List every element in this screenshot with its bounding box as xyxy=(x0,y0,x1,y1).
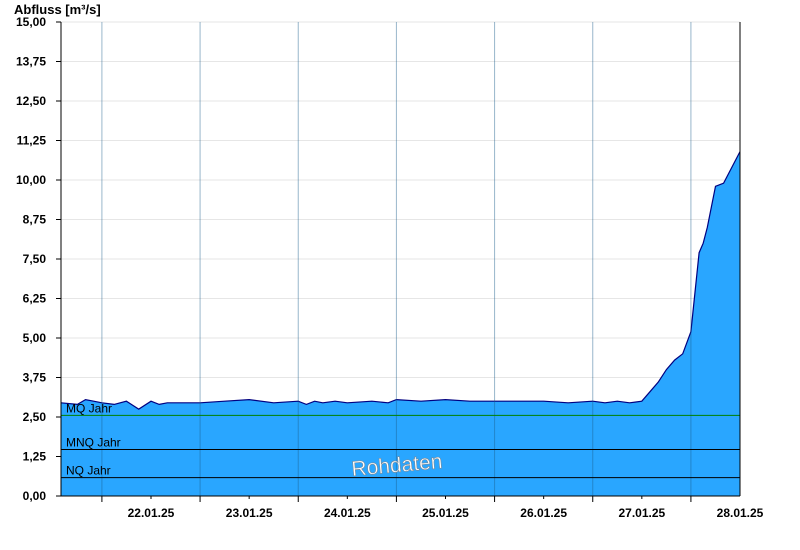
x-tick-label: 24.01.25 xyxy=(324,506,371,520)
y-tick-label: 8,75 xyxy=(23,213,47,227)
y-tick-label: 2,50 xyxy=(23,410,47,424)
y-tick-labels: 0,00 1,25 2,50 3,75 5,00 6,25 7,50 8,75 10,00 11,… xyxy=(16,15,61,503)
y-tick-label: 0,00 xyxy=(23,489,47,503)
x-tick-label: 26.01.25 xyxy=(520,506,567,520)
x-tick-labels: 22.01.25 23.01.25 24.01.25 25.01.25 26.01.25… xyxy=(101,496,764,520)
y-tick-label: 7,50 xyxy=(23,252,47,266)
reference-line-label: NQ Jahr xyxy=(66,464,111,478)
discharge-area xyxy=(61,151,740,496)
discharge-line xyxy=(60,151,741,410)
data-area xyxy=(60,151,741,496)
x-tick-label: 23.01.25 xyxy=(226,506,273,520)
y-tick-label: 11,25 xyxy=(17,134,47,148)
y-tick-label: 10,00 xyxy=(16,173,46,187)
y-tick-label: 12,50 xyxy=(16,94,46,108)
x-tick-label: 22.01.25 xyxy=(128,506,175,520)
x-tick-label: 27.01.25 xyxy=(618,506,665,520)
y-tick-label: 3,75 xyxy=(23,371,47,385)
y-tick-label: 13,75 xyxy=(16,55,46,69)
y-tick-label: 5,00 xyxy=(23,331,47,345)
y-axis-label: Abfluss [m³/s] xyxy=(14,2,101,17)
x-tick-label: 25.01.25 xyxy=(422,506,469,520)
reference-line-label: MQ Jahr xyxy=(66,401,112,415)
reference-line-label: MNQ Jahr xyxy=(66,436,121,450)
reference-lines: MQ Jahr MNQ Jahr NQ Jahr xyxy=(61,401,740,479)
y-tick-label: 6,25 xyxy=(23,292,47,306)
y-tick-label: 1,25 xyxy=(23,450,47,464)
vertical-grid xyxy=(101,22,692,496)
x-tick-label: 28.01.25 xyxy=(717,506,764,520)
y-tick-label: 15,00 xyxy=(16,15,46,29)
